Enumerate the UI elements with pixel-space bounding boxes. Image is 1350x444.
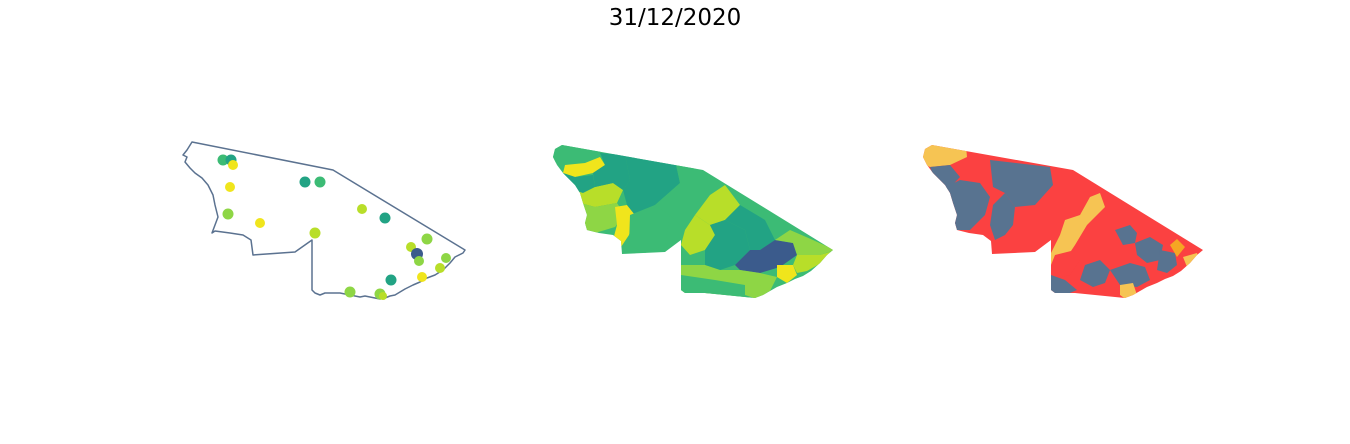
region — [681, 215, 715, 255]
region — [1051, 250, 1080, 280]
region — [1157, 250, 1177, 273]
region — [593, 153, 630, 190]
region — [1051, 193, 1105, 270]
region — [745, 280, 767, 298]
marker — [357, 204, 367, 214]
marker — [414, 256, 424, 266]
marker — [228, 160, 238, 170]
category-regions — [923, 145, 1203, 298]
marker — [435, 263, 445, 273]
marker — [379, 212, 391, 224]
region — [1183, 253, 1199, 267]
region — [705, 220, 750, 270]
region — [1080, 260, 1110, 287]
region — [1051, 275, 1077, 295]
region — [655, 160, 710, 225]
region — [1135, 237, 1163, 263]
marker — [222, 208, 234, 220]
region — [580, 203, 625, 233]
region — [735, 240, 797, 273]
region — [553, 145, 605, 165]
marker — [255, 218, 265, 228]
marker — [344, 286, 356, 298]
region — [629, 205, 670, 253]
region — [570, 183, 623, 207]
marker — [441, 253, 451, 263]
marker-layer — [217, 154, 451, 300]
region — [990, 160, 1053, 207]
region — [695, 185, 740, 225]
points-map — [182, 141, 466, 300]
choropleth-regions — [553, 145, 833, 298]
region — [1170, 239, 1185, 257]
region — [923, 145, 967, 167]
region — [1115, 225, 1137, 245]
marker — [314, 176, 326, 188]
marker — [421, 233, 433, 245]
region — [1110, 263, 1150, 287]
region — [930, 165, 960, 193]
region — [793, 251, 833, 273]
marker — [225, 182, 235, 192]
figure-title: 31/12/2020 — [608, 5, 742, 31]
region — [725, 205, 775, 250]
categorical-choropleth — [923, 145, 1203, 298]
region — [990, 193, 1015, 240]
marker — [417, 272, 427, 282]
region — [613, 205, 635, 247]
continuous-choropleth — [553, 145, 833, 298]
marker — [299, 176, 311, 188]
region — [775, 230, 833, 260]
marker — [217, 154, 229, 166]
marker — [309, 227, 321, 239]
region — [777, 265, 797, 283]
marker — [379, 292, 387, 300]
marker — [385, 274, 397, 286]
region — [623, 155, 680, 215]
